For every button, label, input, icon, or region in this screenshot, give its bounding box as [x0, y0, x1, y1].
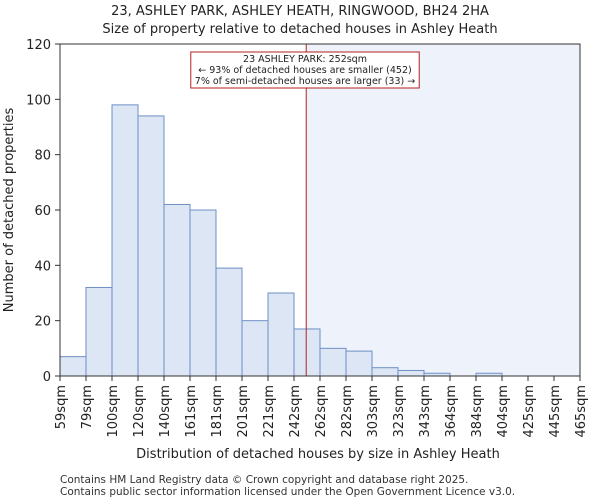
x-tick-label: 323sqm — [392, 385, 407, 438]
x-tick-label: 425sqm — [522, 385, 537, 438]
x-tick-label: 384sqm — [470, 385, 485, 438]
histogram-bar — [215, 267, 243, 377]
annotation-line1: 23 ASHLEY PARK: 252sqm — [243, 54, 367, 65]
y-axis-title: Number of detached properties — [2, 108, 17, 313]
x-tick-label: 161sqm — [184, 385, 199, 438]
x-tick-label: 445sqm — [548, 385, 563, 438]
histogram-bar — [345, 350, 373, 377]
footer-line2: Contains public sector information licen… — [60, 486, 515, 498]
annotation-line3: 7% of semi-detached houses are larger (3… — [195, 76, 415, 87]
bars-group — [59, 104, 503, 377]
annotation-line2: ← 93% of detached houses are smaller (45… — [198, 65, 411, 76]
x-axis-title: Distribution of detached houses by size … — [136, 447, 500, 462]
x-tick-label: 79sqm — [80, 385, 95, 429]
x-tick-label: 120sqm — [132, 385, 147, 438]
histogram-bar — [319, 347, 347, 377]
chart-title-line1: 23, ASHLEY PARK, ASHLEY HEATH, RINGWOOD,… — [111, 4, 489, 19]
x-tick-label: 364sqm — [444, 385, 459, 438]
y-tick-label: 80 — [34, 149, 51, 164]
histogram-bar — [397, 369, 425, 377]
x-axis: 59sqm 79sqm 100sqm 120sqm 140sqm 161sqm 181sqm… — [54, 376, 589, 438]
y-axis: 0 20 40 60 80 100 120 — [26, 38, 60, 385]
footer-line1: Contains HM Land Registry data © Crown c… — [60, 474, 468, 486]
histogram-bar — [163, 203, 191, 377]
histogram-bar — [85, 286, 113, 377]
histogram-bar — [59, 356, 87, 377]
x-tick-label: 100sqm — [106, 385, 121, 438]
y-tick-label: 100 — [26, 93, 51, 108]
y-tick-label: 60 — [34, 204, 51, 219]
x-tick-label: 343sqm — [418, 385, 433, 438]
histogram-bar — [267, 292, 295, 377]
x-tick-label: 140sqm — [158, 385, 173, 438]
y-tick-label: 20 — [34, 315, 51, 330]
larger-properties-region — [306, 44, 580, 376]
x-tick-label: 242sqm — [288, 385, 303, 438]
x-tick-label: 181sqm — [210, 385, 225, 438]
histogram-bar — [189, 209, 217, 377]
chart-title-line2: Size of property relative to detached ho… — [102, 22, 497, 37]
y-tick-label: 120 — [26, 38, 51, 53]
x-tick-label: 221sqm — [262, 385, 277, 438]
annotation-border — [190, 51, 420, 89]
x-tick-label: 404sqm — [496, 385, 511, 438]
y-tick-label: 0 — [43, 370, 51, 385]
histogram-bar — [137, 115, 165, 377]
annotation-box: 23 ASHLEY PARK: 252sqm ← 93% of detached… — [190, 51, 420, 89]
x-tick-label: 262sqm — [314, 385, 329, 438]
histogram-bar — [111, 104, 139, 377]
histogram-bar — [293, 328, 321, 377]
x-tick-label: 465sqm — [574, 385, 589, 438]
x-tick-label: 59sqm — [54, 385, 69, 429]
x-tick-label: 201sqm — [236, 385, 251, 438]
histogram-bar — [241, 320, 269, 377]
y-tick-label: 40 — [34, 259, 51, 274]
histogram-bar — [371, 367, 399, 377]
x-tick-label: 282sqm — [340, 385, 355, 438]
x-tick-label: 303sqm — [366, 385, 381, 438]
